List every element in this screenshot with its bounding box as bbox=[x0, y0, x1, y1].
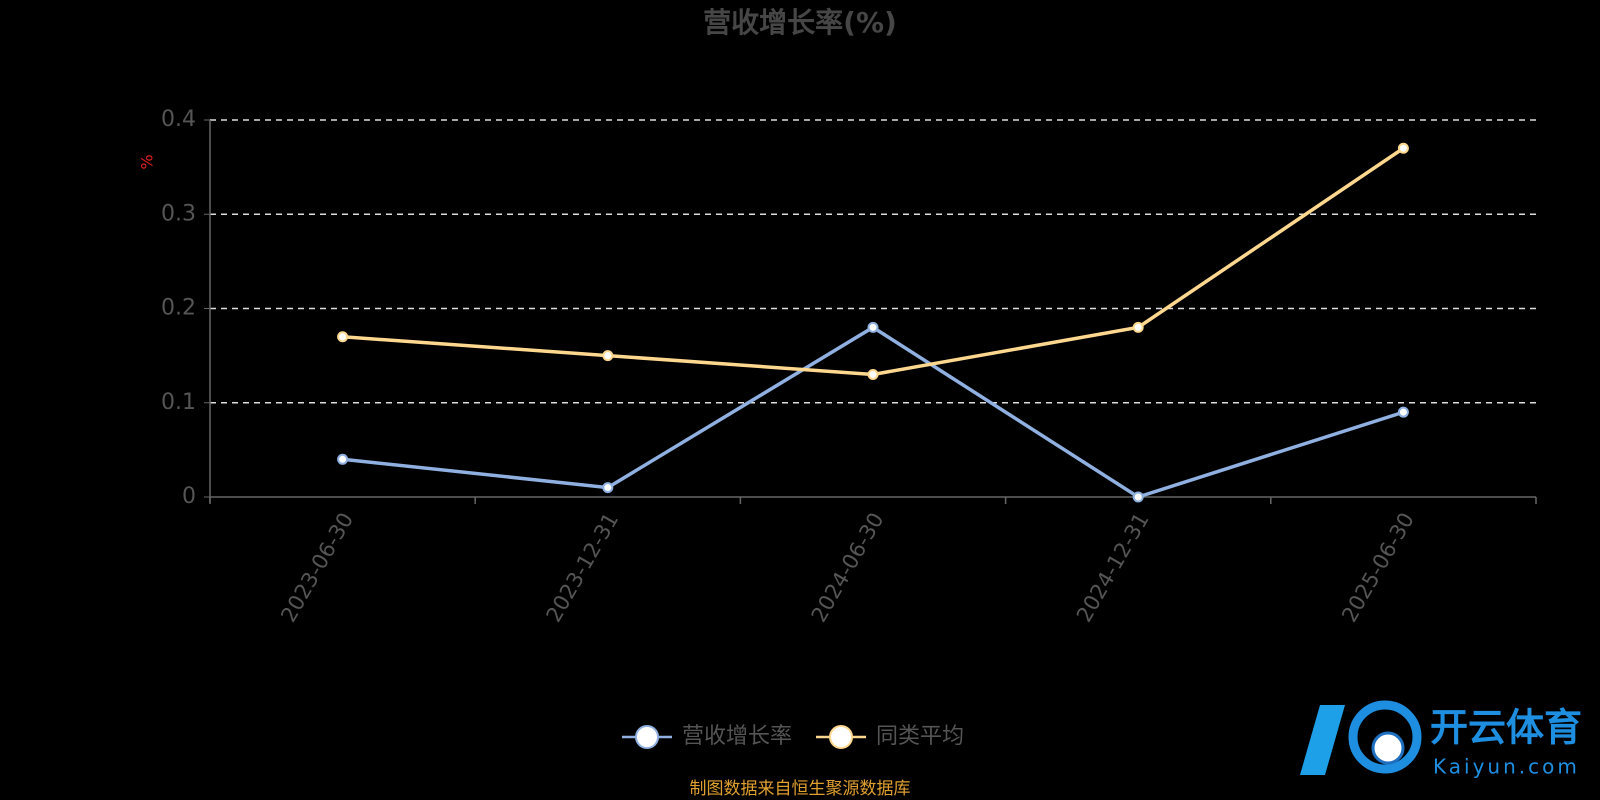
legend-marker bbox=[635, 725, 659, 749]
data-point bbox=[1397, 406, 1409, 418]
legend-label: 营收增长率 bbox=[682, 724, 792, 749]
watermark: 开云体育 Kaiyun.com bbox=[1300, 700, 1582, 779]
data-point bbox=[602, 350, 614, 362]
y-tick-label: 0.3 bbox=[161, 201, 196, 226]
data-point bbox=[1132, 491, 1144, 503]
data-point bbox=[602, 482, 614, 494]
watermark-brand: 开云体育 bbox=[1430, 706, 1582, 750]
watermark-k bbox=[1300, 705, 1345, 775]
source-note: 制图数据来自恒生聚源数据库 bbox=[690, 779, 911, 799]
chart-title: 营收增长率(%) bbox=[703, 6, 897, 39]
y-tick-label: 0.2 bbox=[161, 296, 196, 321]
y-tick-label: 0 bbox=[182, 484, 196, 509]
legend-label: 同类平均 bbox=[876, 724, 964, 749]
data-point bbox=[867, 321, 879, 333]
watermark-ball bbox=[1371, 731, 1405, 765]
y-tick-label: 0.4 bbox=[161, 107, 196, 132]
y-tick-label: 0.1 bbox=[161, 390, 196, 415]
data-point bbox=[1132, 321, 1144, 333]
data-point bbox=[867, 368, 879, 380]
watermark-site: Kaiyun.com bbox=[1433, 755, 1580, 779]
data-point bbox=[1397, 142, 1409, 154]
watermark-logo bbox=[1348, 700, 1422, 774]
legend-marker bbox=[829, 725, 854, 749]
y-axis-label: % bbox=[138, 154, 157, 169]
data-point bbox=[337, 331, 349, 343]
data-point bbox=[337, 453, 349, 465]
